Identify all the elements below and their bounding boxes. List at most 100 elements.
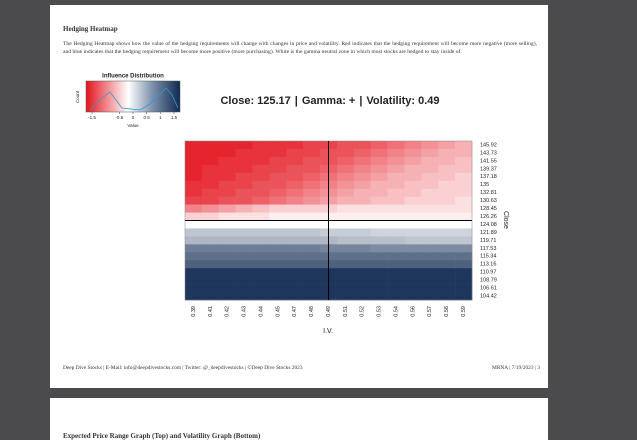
- heat-cell: [218, 212, 236, 221]
- heat-cell: [286, 156, 304, 166]
- heat-cell: [235, 204, 253, 213]
- y-tick-label: 130.63: [480, 198, 497, 204]
- heat-cell: [353, 156, 372, 166]
- y-tick-label: 143.73: [480, 150, 497, 156]
- x-tick-label: 0.39: [191, 306, 197, 317]
- heat-cell: [455, 292, 473, 301]
- heat-cell: [387, 141, 405, 150]
- heat-cell: [303, 196, 321, 205]
- heat-cell: [353, 172, 372, 182]
- heat-cell: [370, 196, 388, 205]
- heat-cell: [370, 141, 388, 150]
- heat-cell: [404, 164, 422, 174]
- heat-cell: [404, 180, 422, 189]
- heat-cell: [455, 236, 473, 245]
- heat-cell: [269, 268, 287, 277]
- heat-cell: [303, 244, 321, 253]
- heat-cell: [387, 236, 405, 245]
- heat-cell: [336, 204, 355, 213]
- heat-cell: [269, 212, 287, 221]
- heat-cell: [455, 164, 473, 174]
- heat-cell: [336, 268, 355, 277]
- heat-cell: [269, 156, 287, 166]
- heat-cell: [185, 220, 203, 229]
- summary-title: Close: 125.17 | Gamma: + | Volatility: 0.49: [220, 95, 439, 107]
- heat-cell: [201, 268, 220, 277]
- heat-cell: [201, 148, 220, 158]
- legend-tick-label: 1: [159, 115, 162, 120]
- heat-cell: [387, 188, 405, 197]
- heat-cell: [286, 141, 304, 150]
- heat-cell: [404, 236, 422, 245]
- heat-cell: [336, 180, 355, 189]
- legend-density: [89, 87, 179, 111]
- heat-cell: [438, 172, 456, 182]
- heat-cell: [336, 212, 355, 221]
- heat-cell: [353, 228, 372, 237]
- heat-cell: [201, 196, 220, 205]
- heat-cell: [438, 188, 456, 197]
- legend-y-label: Count: [75, 90, 80, 103]
- heat-cell: [286, 276, 304, 285]
- heat-cell: [218, 204, 236, 213]
- heat-cell: [438, 244, 456, 253]
- heat-cell: [201, 220, 220, 229]
- separator: |: [359, 95, 362, 107]
- heat-cell: [286, 172, 304, 182]
- heat-cell: [438, 220, 456, 229]
- heat-cell: [336, 148, 355, 158]
- next-page: [50, 398, 548, 440]
- heat-cell: [353, 244, 372, 253]
- heat-cell: [269, 204, 287, 213]
- heat-cell: [387, 156, 405, 166]
- heat-cell: [455, 196, 473, 205]
- heat-cell: [455, 244, 473, 253]
- heat-cell: [286, 220, 304, 229]
- heat-cell: [201, 141, 220, 150]
- y-tick-label: 124.08: [480, 222, 497, 228]
- heat-cell: [353, 292, 372, 301]
- heat-cell: [252, 220, 270, 229]
- heat-cell: [286, 164, 304, 174]
- heat-cell: [269, 164, 287, 174]
- heat-cell: [235, 148, 253, 158]
- summary-label: Close:: [220, 95, 254, 107]
- heat-cell: [353, 236, 372, 245]
- heat-cell: [370, 220, 388, 229]
- separator: |: [295, 95, 298, 107]
- legend-title: Influence Distribution: [102, 74, 164, 80]
- x-tick-label: 0.48: [309, 306, 315, 317]
- heat-cell: [185, 141, 203, 150]
- heat-cell: [387, 228, 405, 237]
- heat-cell: [455, 212, 473, 221]
- heat-cell: [218, 268, 236, 277]
- summary-value: +: [349, 95, 355, 107]
- heat-cell: [185, 228, 203, 237]
- heat-cell: [353, 212, 372, 221]
- heat-cell: [235, 252, 253, 261]
- heat-cell: [387, 148, 405, 158]
- heat-cell: [353, 284, 372, 293]
- heat-cell: [303, 148, 321, 158]
- heat-cell: [218, 244, 236, 253]
- heat-cell: [303, 236, 321, 245]
- footer-right: MRNA | 7/19/2023 | 3: [492, 365, 540, 371]
- heat-cell: [387, 172, 405, 182]
- heat-cell: [235, 180, 253, 189]
- heat-cell: [218, 172, 236, 182]
- heat-cell: [218, 164, 236, 174]
- heat-cell: [370, 156, 388, 166]
- legend-tick-label: -0.5: [115, 115, 123, 120]
- heat-cell: [286, 212, 304, 221]
- heat-cell: [303, 276, 321, 285]
- heat-cell: [387, 244, 405, 253]
- heat-cell: [353, 180, 372, 189]
- heat-cell: [303, 172, 321, 182]
- heat-cell: [404, 268, 422, 277]
- heat-cell: [218, 252, 236, 261]
- heat-cell: [201, 188, 220, 197]
- heat-cell: [269, 276, 287, 285]
- heat-cell: [455, 284, 473, 293]
- heat-cell: [235, 284, 253, 293]
- heat-cell: [185, 212, 203, 221]
